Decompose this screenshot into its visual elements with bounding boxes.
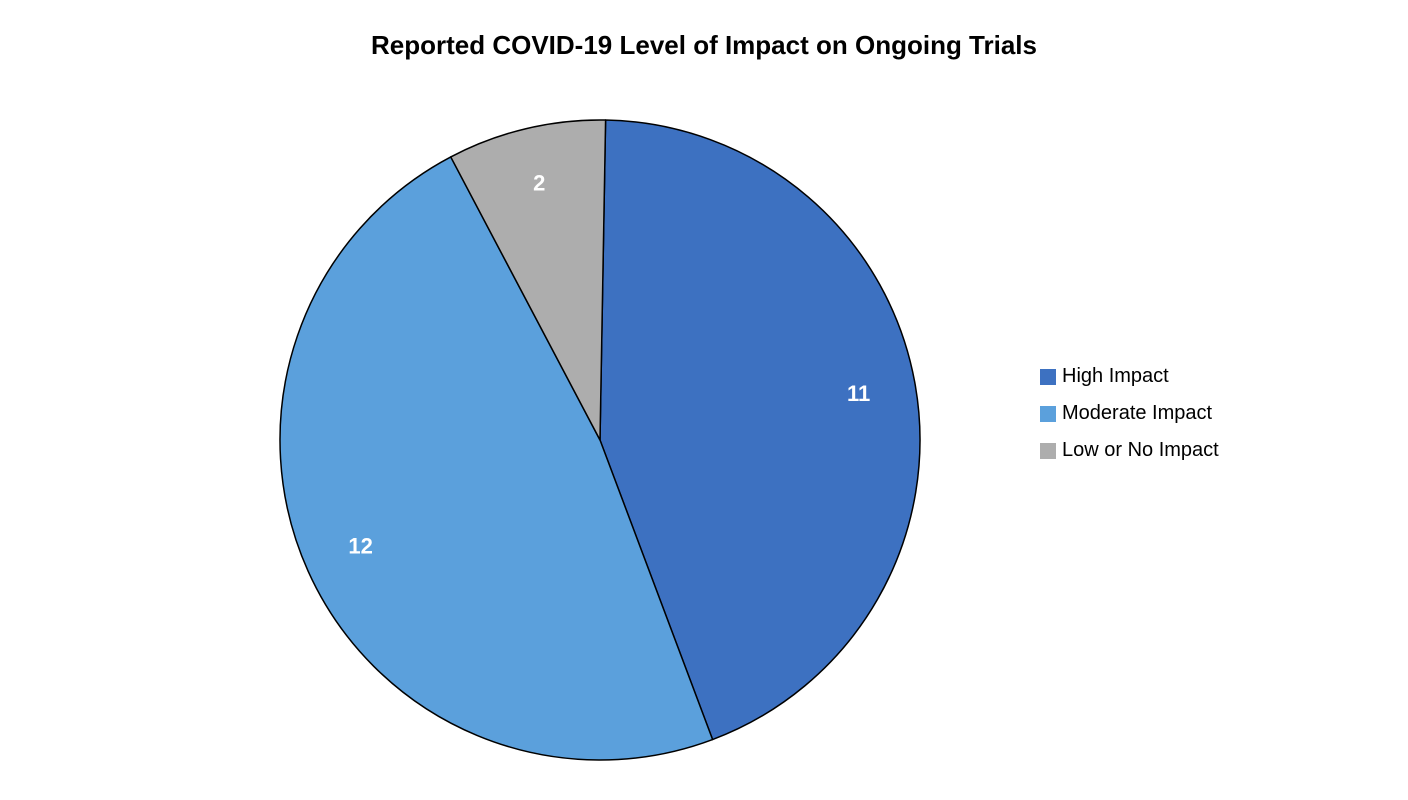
pie-svg: 11 12 2	[278, 118, 922, 762]
legend: High Impact Moderate Impact Low or No Impa…	[1040, 365, 1219, 462]
legend-label: High Impact	[1062, 365, 1169, 388]
pie-chart: 11 12 2	[278, 118, 922, 767]
legend-swatch	[1040, 406, 1056, 422]
legend-swatch	[1040, 369, 1056, 385]
legend-label: Moderate Impact	[1062, 402, 1212, 425]
legend-swatch	[1040, 443, 1056, 459]
slice-value-label: 12	[348, 533, 372, 558]
legend-item: Moderate Impact	[1040, 402, 1219, 425]
legend-item: Low or No Impact	[1040, 439, 1219, 462]
slice-value-label: 11	[847, 381, 870, 406]
chart-title: Reported COVID-19 Level of Impact on Ong…	[0, 30, 1408, 61]
slice-value-label: 2	[533, 171, 545, 196]
legend-label: Low or No Impact	[1062, 439, 1219, 462]
chart-container: Reported COVID-19 Level of Impact on Ong…	[0, 0, 1408, 800]
legend-item: High Impact	[1040, 365, 1219, 388]
